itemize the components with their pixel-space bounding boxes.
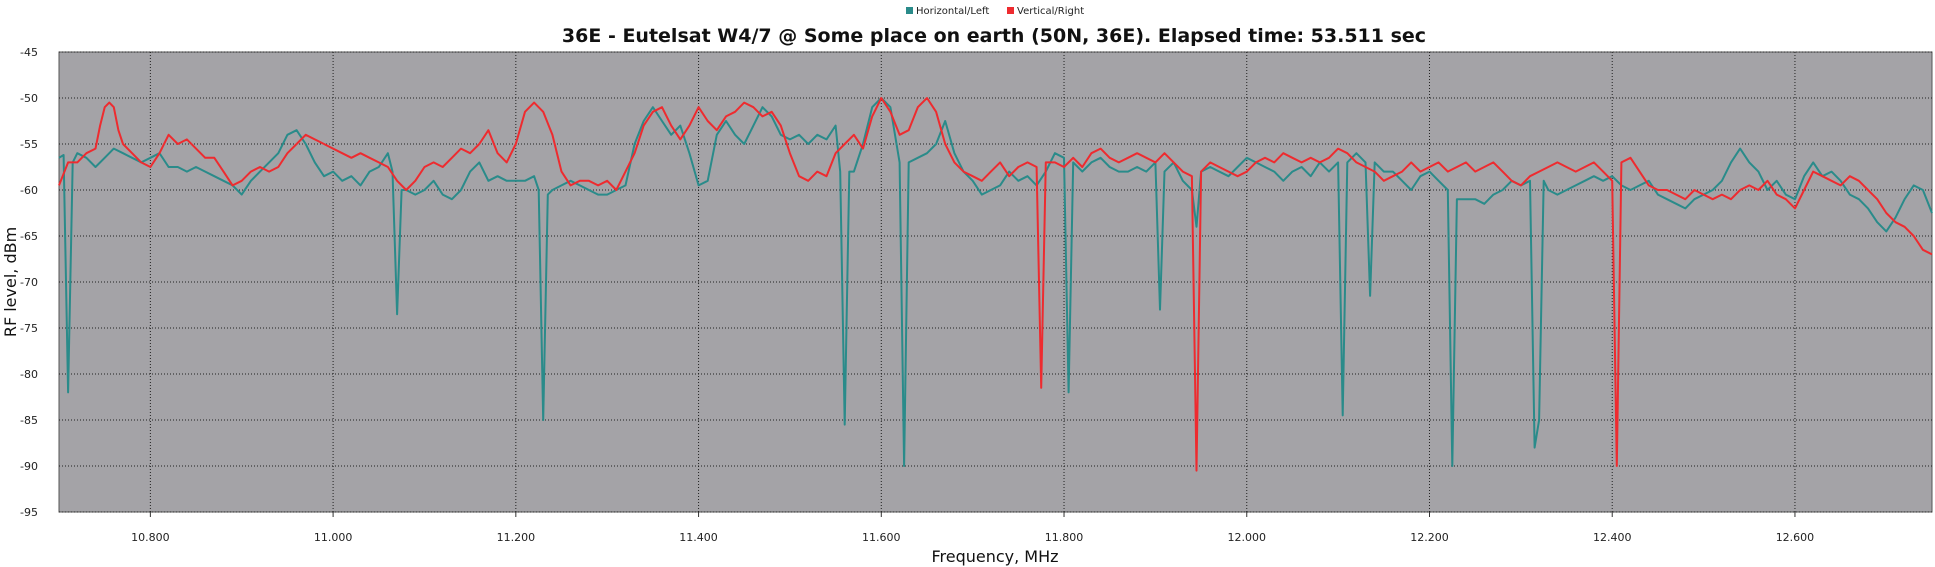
y-tick-label: -60 <box>20 184 38 197</box>
series-horizontal-line <box>58 97 1933 467</box>
legend-swatch-horizontal <box>906 7 913 14</box>
x-tick-label: 10.800 <box>131 531 170 544</box>
y-tick-label: -75 <box>20 322 38 335</box>
x-tick-label: 11.400 <box>679 531 718 544</box>
series-vertical-line <box>58 97 1933 472</box>
y-axis-label: RF level, dBm <box>1 227 20 337</box>
x-tick-label: 12.400 <box>1593 531 1632 544</box>
x-tick-label: 12.000 <box>1228 531 1267 544</box>
y-tick-label: -70 <box>20 276 38 289</box>
y-tick-label: -50 <box>20 92 38 105</box>
x-tick-label: 12.200 <box>1410 531 1449 544</box>
legend-label-vertical: Vertical/Right <box>1017 6 1084 17</box>
x-tick-labels: 10.800 11.000 11.200 11.400 11.600 11.800 12.0… <box>131 531 1814 544</box>
legend-swatch-vertical <box>1007 7 1014 14</box>
y-tick-label: -55 <box>20 138 38 151</box>
chart-title: 36E - Eutelsat W4/7 @ Some place on eart… <box>562 25 1426 47</box>
x-axis-label: Frequency, MHz <box>931 547 1058 566</box>
y-tick-label: -80 <box>20 368 38 381</box>
series-lines <box>58 97 1933 472</box>
legend: Horizontal/Left Vertical/Right <box>906 6 1084 17</box>
y-tick-labels: -45 -50 -55 -60 -65 -70 -75 -80 -85 -90 -95 <box>20 46 38 519</box>
x-tick-label: 11.200 <box>497 531 536 544</box>
x-tick-label: 11.000 <box>314 531 353 544</box>
x-tick-label: 11.600 <box>862 531 901 544</box>
y-tick-label: -65 <box>20 230 38 243</box>
legend-label-horizontal: Horizontal/Left <box>916 6 989 17</box>
x-tick-label: 12.600 <box>1776 531 1815 544</box>
x-tick-label: 11.800 <box>1045 531 1084 544</box>
y-tick-label: -95 <box>20 506 38 519</box>
y-tick-label: -90 <box>20 460 38 473</box>
y-tick-label: -85 <box>20 414 38 427</box>
y-tick-label: -45 <box>20 46 38 59</box>
